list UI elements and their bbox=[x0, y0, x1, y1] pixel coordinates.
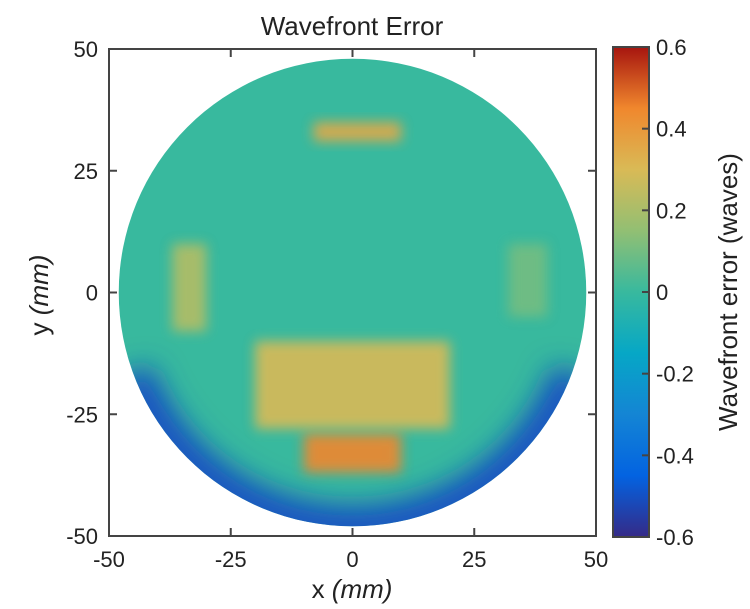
colorbar-tick-label: -0.2 bbox=[656, 362, 694, 387]
colorbar-tick-label: 0.2 bbox=[656, 198, 687, 223]
heatmap-features bbox=[118, 122, 587, 527]
x-tick-label: -50 bbox=[93, 547, 125, 572]
colorbar-ticks: 0.6 0.4 0.2 0 -0.2 -0.4 -0.6 bbox=[642, 35, 694, 550]
x-tick-label: 0 bbox=[346, 547, 358, 572]
x-tick-label: -25 bbox=[215, 547, 247, 572]
heatmap-field bbox=[118, 58, 587, 527]
y-tick-label: 0 bbox=[86, 281, 98, 306]
colorbar-tick-label: -0.6 bbox=[656, 525, 694, 550]
y-axis-label: y (mm) bbox=[24, 255, 54, 336]
colorbar-tick-label: 0 bbox=[656, 280, 668, 305]
heatmap-bottom-hotspot bbox=[303, 433, 402, 473]
x-axis-ticks: -50 -25 0 25 50 bbox=[93, 49, 608, 572]
x-axis-label: x (mm) bbox=[312, 574, 393, 604]
y-tick-label: -25 bbox=[66, 402, 98, 427]
heatmap-lower-rim bbox=[118, 365, 587, 527]
heatmap-left-patch bbox=[172, 243, 207, 332]
y-tick-label: 50 bbox=[74, 37, 98, 62]
chart-title: Wavefront Error bbox=[261, 11, 444, 41]
colorbar-tick-label: 0.6 bbox=[656, 35, 687, 60]
x-tick-label: 50 bbox=[584, 547, 608, 572]
heatmap-lower-band bbox=[255, 341, 450, 429]
heatmap-top-hotspot bbox=[313, 122, 402, 142]
colorbar-label: Wavefront error (waves) bbox=[713, 153, 743, 431]
x-tick-label: 25 bbox=[462, 547, 486, 572]
y-tick-label: 25 bbox=[74, 159, 98, 184]
colorbar-tick-label: 0.4 bbox=[656, 117, 687, 142]
heatmap-right-patch bbox=[508, 243, 548, 317]
y-axis-ticks: 50 25 0 -25 -50 bbox=[66, 37, 596, 549]
colorbar-tick-label: -0.4 bbox=[656, 443, 694, 468]
y-tick-label: -50 bbox=[66, 524, 98, 549]
